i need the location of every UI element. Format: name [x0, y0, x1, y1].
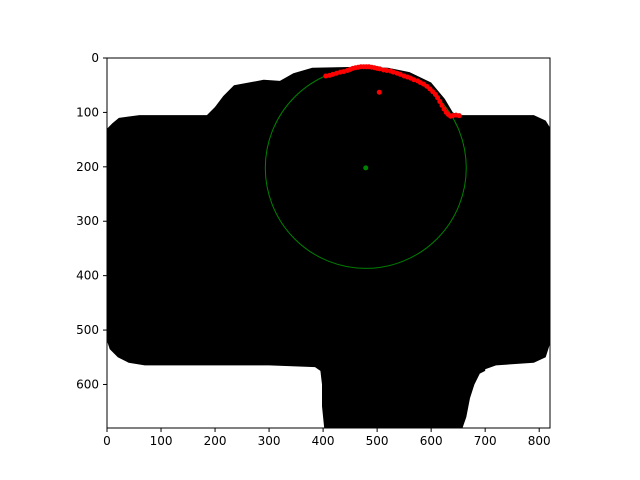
boundary-point	[323, 73, 329, 79]
boundary-point	[456, 113, 462, 119]
boundary-point	[435, 95, 441, 101]
plot-content	[107, 58, 550, 428]
y-tick-label: 300	[76, 214, 99, 228]
plot-area	[107, 58, 550, 428]
boundary-point	[411, 77, 417, 83]
x-tick-label: 200	[204, 434, 227, 448]
y-tick-label: 0	[91, 51, 99, 65]
y-tick-label: 100	[76, 105, 99, 119]
boundary-point	[384, 68, 390, 74]
boundary-point	[334, 70, 340, 76]
x-tick-label: 400	[312, 434, 335, 448]
x-tick-label: 600	[420, 434, 443, 448]
mask-shape	[107, 66, 550, 428]
boundary-point	[397, 71, 403, 77]
axes-frame	[106, 57, 551, 429]
axes: 0 100 200 300 400 500 600 700 800 0 100 200 300 400 50…	[76, 51, 551, 448]
x-tick-label: 0	[103, 434, 111, 448]
center-point	[363, 165, 369, 171]
boundary-point	[390, 69, 396, 75]
y-tick-label: 200	[76, 160, 99, 174]
outlier-point	[376, 89, 382, 95]
x-tick-label: 300	[258, 434, 281, 448]
boundary-point	[341, 69, 347, 75]
boundary-point	[439, 102, 445, 108]
y-tick-label: 400	[76, 269, 99, 283]
x-tick-label: 100	[150, 434, 173, 448]
x-tick-label: 700	[474, 434, 497, 448]
x-tick-label: 800	[528, 434, 551, 448]
x-tick-label: 500	[366, 434, 389, 448]
boundary-point	[330, 71, 336, 77]
y-tick-label: 500	[76, 323, 99, 337]
boundary-point	[437, 99, 443, 105]
boundary-point	[377, 66, 383, 72]
y-tick-label: 600	[76, 377, 99, 391]
